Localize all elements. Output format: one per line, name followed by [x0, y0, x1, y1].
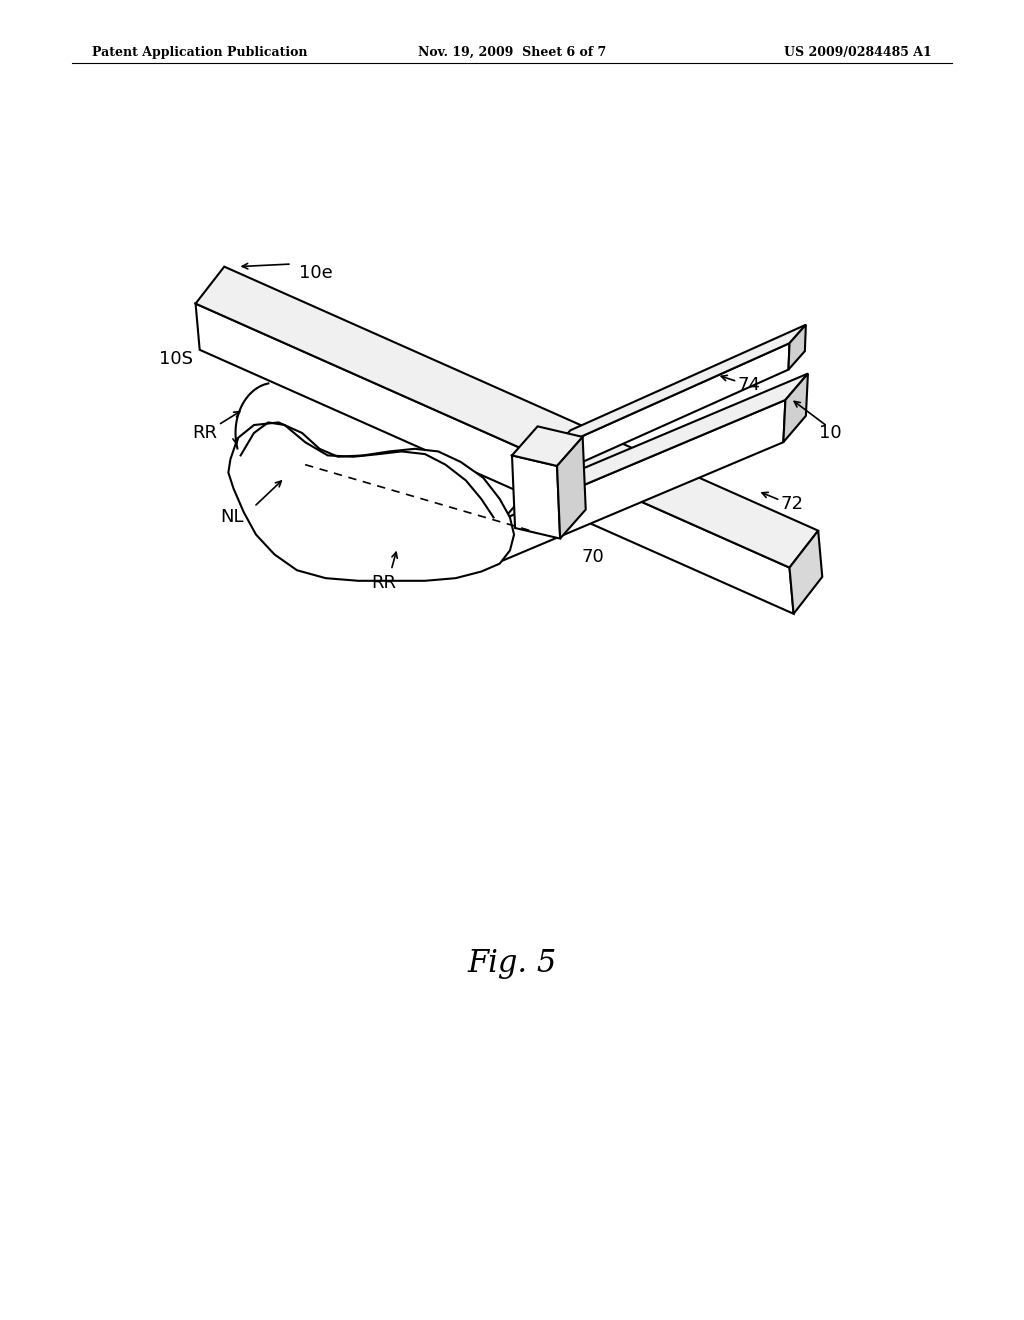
- Text: 10S: 10S: [159, 350, 194, 368]
- Polygon shape: [504, 374, 808, 519]
- Text: 70: 70: [582, 548, 604, 566]
- Text: RR: RR: [372, 574, 396, 593]
- Polygon shape: [788, 325, 806, 370]
- Polygon shape: [196, 304, 794, 614]
- Polygon shape: [196, 267, 818, 568]
- Text: Fig. 5: Fig. 5: [467, 948, 557, 979]
- Polygon shape: [228, 422, 514, 581]
- Text: NL: NL: [220, 508, 244, 527]
- Polygon shape: [554, 325, 806, 449]
- Polygon shape: [502, 400, 785, 561]
- Polygon shape: [790, 531, 822, 614]
- Polygon shape: [553, 343, 790, 475]
- Polygon shape: [557, 437, 586, 539]
- Text: Patent Application Publication: Patent Application Publication: [92, 46, 307, 59]
- Polygon shape: [783, 374, 808, 442]
- Text: RR: RR: [193, 424, 217, 442]
- Text: Nov. 19, 2009  Sheet 6 of 7: Nov. 19, 2009 Sheet 6 of 7: [418, 46, 606, 59]
- Polygon shape: [512, 455, 560, 539]
- Text: 10e: 10e: [299, 264, 332, 282]
- Text: 74: 74: [737, 376, 760, 395]
- Text: 72: 72: [780, 495, 803, 513]
- Polygon shape: [512, 426, 583, 466]
- Text: US 2009/0284485 A1: US 2009/0284485 A1: [784, 46, 932, 59]
- Text: 10: 10: [819, 424, 842, 442]
